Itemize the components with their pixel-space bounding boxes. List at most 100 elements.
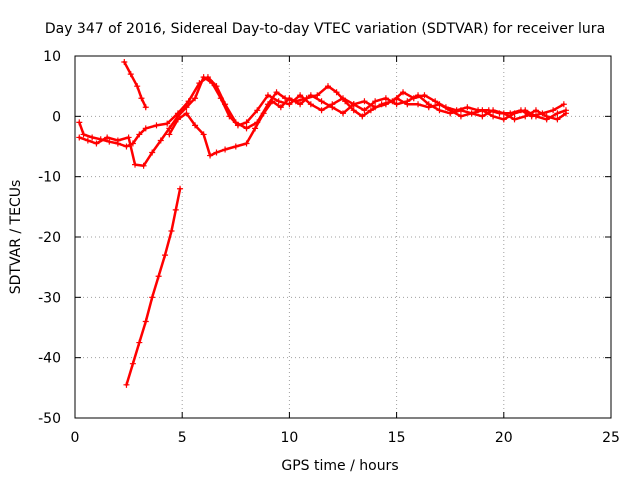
data-point xyxy=(275,98,282,105)
series-track-d xyxy=(121,59,149,111)
data-point xyxy=(490,107,497,114)
data-point xyxy=(76,119,83,126)
data-point xyxy=(106,138,113,145)
x-tick-labels: 0 5 10 15 20 25 xyxy=(71,430,620,446)
data-point xyxy=(127,71,134,78)
data-point xyxy=(273,89,280,96)
data-point xyxy=(149,294,156,301)
data-point xyxy=(522,107,529,114)
y-tick-label: 10 xyxy=(43,49,61,65)
data-point xyxy=(425,104,432,111)
data-point xyxy=(222,146,229,153)
data-point xyxy=(166,131,173,138)
data-point xyxy=(134,83,141,90)
axis-ticks xyxy=(74,55,612,419)
data-point xyxy=(500,110,507,117)
data-point xyxy=(174,116,181,123)
data-point xyxy=(155,273,162,280)
y-tick-label: 0 xyxy=(52,109,61,125)
data-point xyxy=(207,152,214,159)
data-point xyxy=(243,119,250,126)
data-point xyxy=(532,107,539,114)
data-point xyxy=(372,98,379,105)
data-point xyxy=(554,110,561,117)
data-point xyxy=(318,98,325,105)
data-point xyxy=(136,131,143,138)
data-point xyxy=(104,134,111,141)
data-point xyxy=(192,95,199,102)
y-tick-label: -20 xyxy=(38,230,61,246)
data-point xyxy=(421,92,428,99)
data-point xyxy=(168,227,175,234)
data-point xyxy=(324,83,331,90)
data-point xyxy=(436,107,443,114)
series-track-b xyxy=(76,74,569,169)
data-point xyxy=(543,113,550,120)
series-line xyxy=(125,187,182,387)
data-point xyxy=(172,206,179,213)
data-point xyxy=(177,185,184,192)
data-point xyxy=(393,101,400,108)
y-tick-label: -40 xyxy=(38,351,61,367)
data-point xyxy=(142,104,149,111)
data-point xyxy=(264,92,271,99)
data-point xyxy=(393,95,400,102)
y-tick-label: -10 xyxy=(38,170,61,186)
data-point xyxy=(457,107,464,114)
data-point xyxy=(132,161,139,168)
data-point xyxy=(490,113,497,120)
x-tick-label: 15 xyxy=(388,430,406,446)
data-point xyxy=(149,149,156,156)
data-point xyxy=(333,89,340,96)
data-point xyxy=(234,122,241,129)
data-point xyxy=(192,122,199,129)
x-tick-label: 10 xyxy=(280,430,298,446)
data-point xyxy=(436,101,443,108)
x-tick-label: 25 xyxy=(602,430,620,446)
data-point xyxy=(142,318,149,325)
data-point xyxy=(286,101,293,108)
y-tick-label: -30 xyxy=(38,290,61,306)
data-point xyxy=(562,110,569,117)
data-point xyxy=(136,339,143,346)
data-series xyxy=(76,59,569,388)
data-point xyxy=(415,101,422,108)
series-track-e xyxy=(123,185,184,388)
data-point xyxy=(232,143,239,150)
data-point xyxy=(464,104,471,111)
data-point xyxy=(522,113,529,120)
data-point xyxy=(532,113,539,120)
data-point xyxy=(89,134,96,141)
data-point xyxy=(500,116,507,123)
data-point xyxy=(217,95,224,102)
data-point xyxy=(359,113,366,120)
gridlines xyxy=(75,56,611,418)
data-point xyxy=(200,131,207,138)
data-point xyxy=(457,113,464,120)
data-point xyxy=(511,116,518,123)
data-point xyxy=(140,162,147,169)
series-line xyxy=(123,60,148,109)
data-point xyxy=(340,95,346,102)
data-point xyxy=(209,80,216,87)
data-point xyxy=(432,98,439,105)
data-point xyxy=(511,110,518,117)
data-point xyxy=(200,74,207,81)
data-point xyxy=(138,95,145,102)
data-point xyxy=(314,92,321,99)
data-point xyxy=(286,95,293,102)
data-point xyxy=(153,122,160,129)
x-axis-label: GPS time / hours xyxy=(281,458,398,474)
data-point xyxy=(121,59,128,66)
data-point xyxy=(468,110,475,117)
data-point xyxy=(269,98,276,105)
data-point xyxy=(297,92,304,99)
data-point xyxy=(307,101,314,108)
data-point xyxy=(125,134,132,141)
data-point xyxy=(254,107,261,114)
data-point xyxy=(76,134,83,141)
data-point xyxy=(318,107,325,114)
data-point xyxy=(340,110,346,117)
data-point xyxy=(80,131,87,138)
